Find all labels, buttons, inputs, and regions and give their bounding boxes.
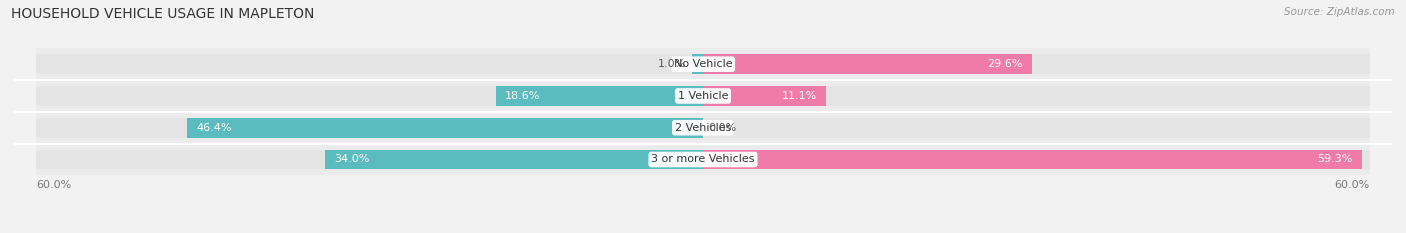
Bar	[37, 80, 1369, 112]
Bar	[703, 86, 827, 106]
Bar	[703, 150, 1369, 169]
Text: 1 Vehicle: 1 Vehicle	[678, 91, 728, 101]
Text: 18.6%: 18.6%	[505, 91, 540, 101]
Bar	[37, 48, 1369, 80]
Bar	[703, 118, 1369, 137]
Text: 2 Vehicles: 2 Vehicles	[675, 123, 731, 133]
Bar	[703, 86, 1369, 106]
Bar	[37, 112, 1369, 144]
Text: 3 or more Vehicles: 3 or more Vehicles	[651, 154, 755, 164]
Text: 59.3%: 59.3%	[1317, 154, 1353, 164]
Text: 60.0%: 60.0%	[37, 180, 72, 190]
Bar	[37, 118, 703, 137]
Bar	[37, 54, 703, 74]
Bar	[187, 118, 703, 137]
Bar	[496, 86, 703, 106]
Text: 1.0%: 1.0%	[658, 59, 686, 69]
Text: 0.0%: 0.0%	[709, 123, 737, 133]
Bar	[703, 54, 1369, 74]
Bar	[37, 86, 703, 106]
Text: 11.1%: 11.1%	[782, 91, 817, 101]
Bar	[37, 144, 1369, 175]
Bar	[37, 150, 703, 169]
Text: HOUSEHOLD VEHICLE USAGE IN MAPLETON: HOUSEHOLD VEHICLE USAGE IN MAPLETON	[11, 7, 315, 21]
Text: Source: ZipAtlas.com: Source: ZipAtlas.com	[1284, 7, 1395, 17]
Bar	[703, 150, 1362, 169]
Text: 34.0%: 34.0%	[335, 154, 370, 164]
Bar	[703, 54, 1032, 74]
Text: 60.0%: 60.0%	[1334, 180, 1369, 190]
Bar	[325, 150, 703, 169]
Text: 46.4%: 46.4%	[197, 123, 232, 133]
Text: No Vehicle: No Vehicle	[673, 59, 733, 69]
Text: 29.6%: 29.6%	[987, 59, 1024, 69]
Bar	[692, 54, 703, 74]
